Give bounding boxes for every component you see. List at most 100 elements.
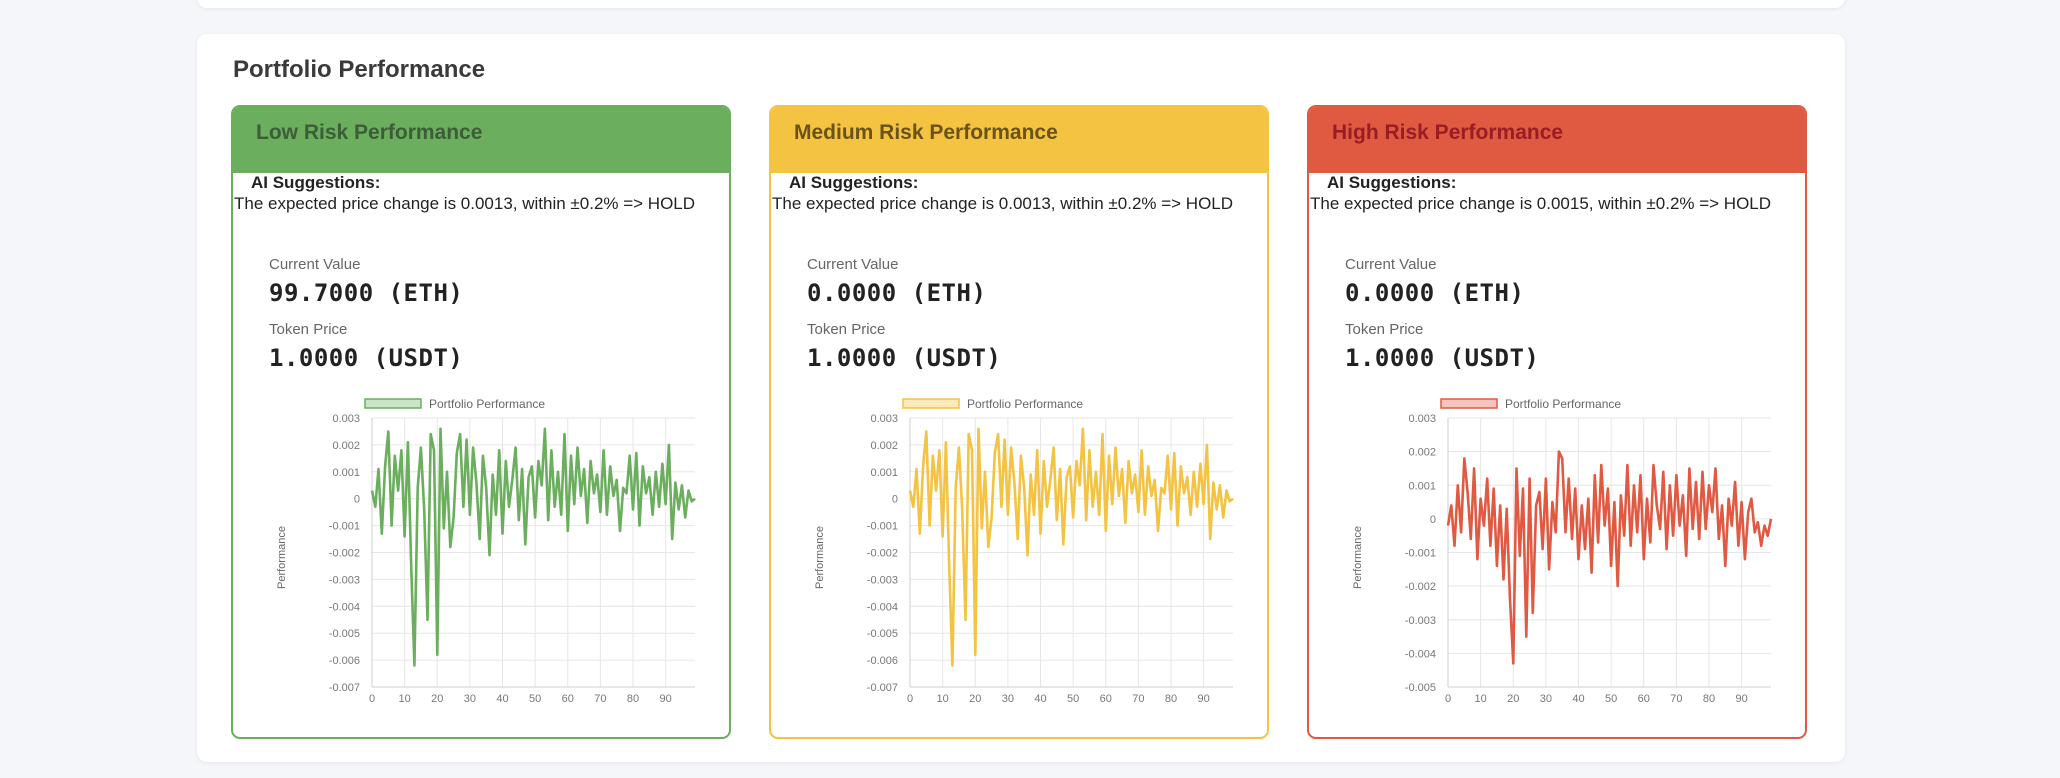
token-price-label: Token Price [269, 321, 348, 338]
panel-header: Low Risk Performance [233, 107, 729, 173]
chart-legend[interactable]: Portfolio Performance [902, 397, 1083, 411]
performance-chart: Portfolio Performance 0.003 0.002 0.001 0 -0.… [814, 397, 1234, 707]
x-axis-title: Time (index) [490, 706, 556, 707]
x-tick-label: 50 [529, 693, 541, 705]
x-tick-label: 60 [1638, 693, 1650, 705]
x-tick-label: 60 [1100, 693, 1112, 705]
portfolio-performance-card: Portfolio Performance Low Risk Performan… [197, 34, 1845, 762]
chart-legend[interactable]: Portfolio Performance [364, 397, 545, 411]
x-axis-title: Time (index) [1028, 706, 1094, 707]
y-tick-label: 0.002 [1408, 447, 1436, 459]
current-value: 99.7000 (ETH) [269, 279, 464, 307]
y-tick-label: 0.003 [332, 413, 360, 425]
current-value: 0.0000 (ETH) [1345, 279, 1525, 307]
ai-suggestions-label: AI Suggestions: [1327, 173, 1457, 192]
y-tick-label: -0.003 [329, 574, 360, 586]
y-axis-title: Performance [276, 526, 288, 589]
performance-chart: Portfolio Performance 0.003 0.002 0.001 0 -0.… [1352, 397, 1773, 707]
x-tick-label: 70 [1132, 693, 1144, 705]
token-price-value: 1.0000 (USDT) [1345, 344, 1540, 372]
y-tick-label: 0.001 [332, 467, 360, 479]
x-tick-label: 70 [594, 693, 606, 705]
y-tick-label: -0.006 [329, 655, 360, 667]
y-tick-label: -0.002 [867, 548, 898, 560]
token-price-label: Token Price [1345, 321, 1424, 338]
y-tick-label: -0.001 [867, 521, 898, 533]
y-tick-label: -0.001 [329, 521, 360, 533]
x-tick-label: 80 [1703, 693, 1715, 705]
y-tick-label: -0.007 [867, 682, 898, 694]
y-tick-label: -0.005 [867, 628, 898, 640]
x-tick-label: 80 [627, 693, 639, 705]
x-tick-label: 30 [1540, 693, 1552, 705]
panel-header: High Risk Performance [1309, 107, 1805, 173]
x-tick-label: 10 [399, 693, 411, 705]
x-tick-label: 40 [496, 693, 508, 705]
medium-risk-panel: Medium Risk Performance AI Suggestions: … [769, 105, 1269, 739]
ai-suggestion-text: The expected price change is 0.0013, wit… [234, 194, 696, 213]
x-tick-label: 70 [1670, 693, 1682, 705]
x-tick-label: 80 [1165, 693, 1177, 705]
legend-swatch [1440, 398, 1498, 409]
x-tick-label: 50 [1067, 693, 1079, 705]
y-tick-label: 0.002 [870, 440, 898, 452]
x-tick-label: 0 [1445, 693, 1451, 705]
current-value-label: Current Value [807, 256, 899, 273]
panel-title: Medium Risk Performance [794, 121, 1058, 144]
current-value-label: Current Value [1345, 256, 1437, 273]
y-tick-label: 0 [892, 494, 898, 506]
x-axis-title: Time (index) [1566, 706, 1632, 707]
y-tick-label: -0.002 [329, 548, 360, 560]
y-axis-title: Performance [1352, 526, 1364, 589]
x-tick-label: 50 [1605, 693, 1617, 705]
x-tick-label: 90 [1198, 693, 1210, 705]
ai-suggestion-text: The expected price change is 0.0013, wit… [772, 194, 1234, 213]
y-tick-label: -0.001 [1405, 548, 1436, 560]
token-price-label: Token Price [807, 321, 886, 338]
token-price-value: 1.0000 (USDT) [807, 344, 1002, 372]
y-tick-label: 0.001 [870, 467, 898, 479]
x-tick-label: 60 [562, 693, 574, 705]
y-tick-label: -0.005 [329, 628, 360, 640]
y-axis-title: Performance [814, 526, 826, 589]
chart-legend[interactable]: Portfolio Performance [1440, 397, 1621, 411]
x-tick-label: 0 [907, 693, 913, 705]
performance-series-line [370, 427, 696, 667]
y-tick-label: 0.003 [1408, 413, 1436, 425]
x-tick-label: 90 [660, 693, 672, 705]
high-risk-panel: High Risk Performance AI Suggestions: Th… [1307, 105, 1807, 739]
y-tick-label: 0 [1430, 514, 1436, 526]
token-price-value: 1.0000 (USDT) [269, 344, 464, 372]
x-tick-label: 40 [1572, 693, 1584, 705]
x-tick-label: 20 [969, 693, 981, 705]
legend-swatch [364, 398, 422, 409]
ai-suggestion-text: The expected price change is 0.0015, wit… [1310, 194, 1772, 213]
y-tick-label: 0.002 [332, 440, 360, 452]
performance-series-line [908, 427, 1234, 667]
y-tick-label: -0.004 [1405, 648, 1436, 660]
x-tick-label: 40 [1034, 693, 1046, 705]
legend-label: Portfolio Performance [1505, 397, 1621, 411]
legend-label: Portfolio Performance [429, 397, 545, 411]
x-tick-label: 90 [1736, 693, 1748, 705]
legend-label: Portfolio Performance [967, 397, 1083, 411]
performance-series-line [1446, 450, 1773, 665]
previous-section-card [197, 0, 1845, 8]
y-tick-label: 0 [354, 494, 360, 506]
y-tick-label: 0.003 [870, 413, 898, 425]
performance-chart: Portfolio Performance 0.003 0.002 0.001 0 -0.… [276, 397, 696, 707]
x-tick-label: 0 [369, 693, 375, 705]
y-tick-label: -0.004 [867, 601, 898, 613]
x-tick-label: 20 [431, 693, 443, 705]
y-tick-label: -0.005 [1405, 682, 1436, 694]
y-tick-label: -0.002 [1405, 581, 1436, 593]
low-risk-panel: Low Risk Performance AI Suggestions: The… [231, 105, 731, 739]
section-title: Portfolio Performance [233, 56, 486, 83]
panel-title: Low Risk Performance [256, 121, 483, 144]
y-tick-label: -0.006 [867, 655, 898, 667]
panel-title: High Risk Performance [1332, 121, 1564, 144]
ai-suggestions-label: AI Suggestions: [251, 173, 381, 192]
x-tick-label: 20 [1507, 693, 1519, 705]
y-tick-label: -0.007 [329, 682, 360, 694]
x-tick-label: 10 [937, 693, 949, 705]
